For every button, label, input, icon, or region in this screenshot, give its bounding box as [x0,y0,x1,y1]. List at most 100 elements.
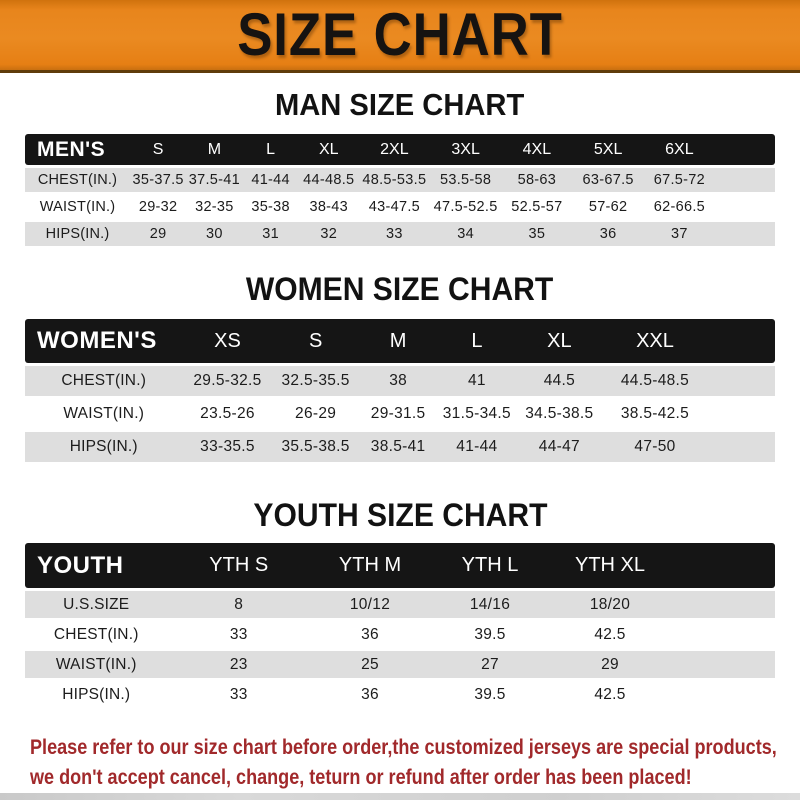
measurement-value: 44.5 [543,372,576,389]
row-label: HIPS(IN.) [62,685,131,703]
measurement-value: 27 [481,655,499,673]
row-label: WAIST(IN.) [63,405,145,422]
measurement-value: 58-63 [517,172,557,188]
row-filler [708,432,776,462]
measurement-value: 38.5-42.5 [620,405,690,422]
header-filler [670,543,775,588]
measurement-value: 44-48.5 [303,172,355,188]
measurement-value: 62-66.5 [653,199,706,215]
size-column-header: XXL [636,329,674,352]
measurement-value: 38 [389,372,408,389]
measurement-value: 29 [149,226,167,242]
measurement-value: 32-35 [195,199,234,215]
size-column-header: S [308,329,323,352]
measurement-value: 23.5-26 [200,405,255,422]
measurement-value: 57-62 [588,199,628,215]
man-size-chart-section: MAN SIZE CHART MEN'S S M L XL 2XL 3XL 4XL 5XL 6XL… [0,73,800,249]
size-column-header: XS [214,329,241,352]
measurement-value: 10/12 [349,595,391,613]
measurement-value: 41-44 [456,438,498,455]
row-label: CHEST(IN.) [53,625,139,643]
size-column-header: YTH L [461,554,519,576]
men-size-table: MEN'S S M L XL 2XL 3XL 4XL 5XL 6XL CHEST(IN.) 35-37… [25,131,775,249]
size-column-header: 3XL [451,140,480,158]
size-column-header: L [471,329,483,352]
measurement-value: 48.5-53.5 [362,172,427,188]
youth-size-table: YOUTH YTH S YTH M YTH L YTH XL U.S.SIZE 8 10/12… [25,540,775,711]
size-header-row: YOUTH YTH S YTH M YTH L YTH XL [25,543,775,588]
measurement-value: 32.5-35.5 [281,372,350,389]
measurement-value: 42.5 [594,625,626,643]
measurement-value: 41 [467,372,486,389]
women-size-chart-section: WOMEN SIZE CHART WOMEN'S XS S M L XL XXL CHEST(… [0,249,800,465]
heading-text: YOUTH SIZE CHART [252,497,548,533]
measurement-value: 30 [206,226,223,242]
row-label: WAIST(IN.) [55,655,137,673]
row-filler [670,681,775,708]
measurement-value: 29.5-32.5 [193,372,262,389]
row-filler [715,222,775,246]
measurement-value: 38-43 [309,199,349,215]
measurement-value: 42.5 [594,685,626,703]
measurement-value: 29-31.5 [370,405,426,422]
measurement-value: 31 [262,226,279,242]
measurement-value: 39.5 [474,625,506,643]
size-header-row: WOMEN'S XS S M L XL XXL [25,319,775,363]
row-label: WAIST(IN.) [39,199,116,215]
measurement-value: 33 [229,685,248,703]
size-column-header: L [266,140,276,158]
youth-size-chart-heading: YOUTH SIZE CHART [0,465,800,531]
women-size-chart-heading: WOMEN SIZE CHART [0,249,800,305]
measurement-value: 52.5-57 [511,199,563,215]
measurement-row: U.S.SIZE 8 10/12 14/16 18/20 [25,591,775,618]
measurement-value: 35-37.5 [132,172,184,188]
row-filler [670,621,775,648]
banner-title: SIZE CHART [237,1,563,68]
row-label: CHEST(IN.) [61,372,147,389]
bottom-edge-strip [0,793,800,800]
measurement-value: 14/16 [469,595,511,613]
measurement-value: 31.5-34.5 [442,405,511,422]
measurement-value: 36 [361,625,379,643]
heading-text: MAN SIZE CHART [275,87,525,122]
measurement-value: 36 [599,226,617,242]
measurement-value: 67.5-72 [653,172,706,188]
measurement-row: HIPS(IN.) 33 36 39.5 42.5 [25,681,775,708]
measurement-value: 18/20 [589,595,631,613]
group-label: YOUTH [37,551,124,579]
measurement-value: 34 [457,226,474,242]
row-label: CHEST(IN.) [37,172,118,188]
measurement-value: 44-47 [538,438,580,455]
row-label: HIPS(IN.) [45,226,110,242]
row-filler [715,168,775,192]
measurement-value: 8 [234,595,244,613]
measurement-value: 29-32 [138,199,178,215]
measurement-value: 47.5-52.5 [433,199,498,215]
measurement-row: CHEST(IN.) 29.5-32.5 32.5-35.5 38 41 44.5 44.5… [25,366,775,396]
row-label: U.S.SIZE [63,595,130,613]
measurement-row: HIPS(IN.) 29 30 31 32 33 34 35 36 37 [25,222,775,246]
disclaimer-note: Please refer to our size chart before or… [0,732,800,792]
measurement-value: 33-35.5 [200,438,255,455]
disclaimer-line-1: Please refer to our size chart before or… [30,735,777,759]
size-chart-banner: SIZE CHART [0,0,800,73]
measurement-value: 35.5-38.5 [281,438,350,455]
measurement-value: 32 [320,226,338,242]
size-column-header: M [389,329,407,352]
row-filler [715,195,775,219]
measurement-value: 35 [528,226,546,242]
measurement-value: 36 [361,685,379,703]
measurement-row: WAIST(IN.) 23 25 27 29 [25,651,775,678]
size-column-header: YTH S [209,554,269,576]
measurement-value: 25 [361,655,379,673]
size-column-header: S [152,140,164,158]
row-filler [670,651,775,678]
measurement-row: WAIST(IN.) 29-32 32-35 35-38 38-43 43-47.5 47.… [25,195,775,219]
measurement-row: WAIST(IN.) 23.5-26 26-29 29-31.5 31.5-34.5 34… [25,399,775,429]
measurement-value: 26-29 [295,405,337,422]
measurement-value: 37.5-41 [188,172,241,188]
measurement-value: 44.5-48.5 [620,372,690,389]
size-column-header: 2XL [380,140,409,158]
measurement-value: 41-44 [251,172,290,188]
measurement-value: 38.5-41 [370,438,426,455]
